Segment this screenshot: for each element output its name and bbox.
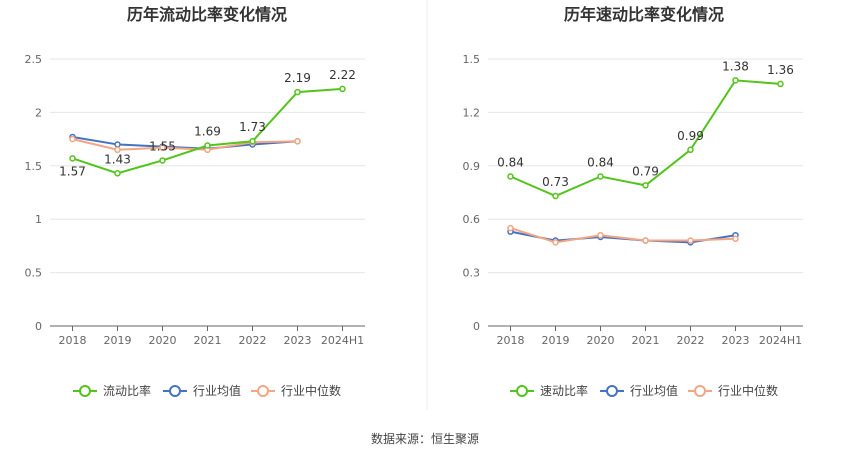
legend-swatch-marker bbox=[606, 385, 618, 397]
data-label: 2.22 bbox=[329, 68, 356, 82]
data-point bbox=[69, 155, 76, 162]
data-point bbox=[507, 173, 514, 180]
x-tick-label: 2018 bbox=[59, 334, 87, 347]
data-label: 1.43 bbox=[104, 152, 131, 166]
legend-swatch-marker bbox=[516, 385, 528, 397]
x-tick-label: 2023 bbox=[722, 334, 750, 347]
data-label: 0.84 bbox=[587, 155, 614, 169]
data-point bbox=[114, 146, 121, 154]
x-tick-label: 2019 bbox=[542, 334, 570, 347]
data-label: 1.55 bbox=[149, 139, 176, 153]
data-point bbox=[642, 182, 649, 189]
series-line bbox=[72, 135, 298, 150]
y-tick-label: 1.2 bbox=[463, 106, 481, 119]
chart-title: 历年速动比率变化情况 bbox=[564, 5, 724, 24]
data-point bbox=[732, 77, 739, 84]
x-tick-label: 2023 bbox=[284, 334, 312, 347]
x-tick-label: 2022 bbox=[239, 334, 267, 347]
y-tick-label: 0 bbox=[35, 320, 42, 333]
x-tick-label: 2021 bbox=[194, 334, 222, 347]
data-source-text: 数据来源：恒生聚源 bbox=[371, 431, 479, 446]
y-tick-label: 1.5 bbox=[463, 53, 481, 66]
x-tick-label: 2019 bbox=[104, 334, 132, 347]
series-line bbox=[72, 138, 298, 151]
y-tick-label: 1.5 bbox=[25, 160, 43, 173]
data-label: 1.69 bbox=[194, 125, 221, 139]
legend-swatch-marker bbox=[79, 385, 91, 397]
legend-swatch-marker bbox=[169, 385, 181, 397]
quick-ratio-chart: 历年速动比率变化情况 0 0.3 0.6 0.9 1.2 1.5 2018 2019 2020 20… bbox=[463, 5, 803, 398]
data-point bbox=[552, 239, 559, 246]
data-point bbox=[114, 170, 121, 177]
y-tick-label: 0.3 bbox=[463, 267, 481, 280]
data-label: 1.57 bbox=[59, 164, 86, 178]
y-tick-label: 2 bbox=[35, 106, 42, 119]
y-tick-label: 0.6 bbox=[463, 213, 481, 226]
data-point bbox=[159, 157, 166, 164]
y-tick-label: 0.9 bbox=[463, 160, 481, 173]
data-label: 0.73 bbox=[542, 175, 569, 189]
data-point bbox=[687, 146, 694, 154]
x-tick-label: 2024H1 bbox=[759, 334, 802, 347]
x-tick-label: 2021 bbox=[632, 334, 660, 347]
data-point bbox=[687, 237, 694, 244]
legend-item[interactable]: 行业均值 bbox=[193, 383, 241, 398]
data-point bbox=[732, 235, 739, 243]
data-label: 2.19 bbox=[284, 71, 311, 85]
legend-item[interactable]: 行业均值 bbox=[630, 383, 678, 398]
legend-swatch-marker bbox=[257, 385, 269, 397]
data-point bbox=[777, 80, 784, 88]
x-tick-label: 2022 bbox=[677, 334, 705, 347]
data-point bbox=[642, 237, 649, 244]
data-point bbox=[339, 85, 346, 93]
data-label: 0.84 bbox=[497, 155, 524, 169]
data-label: 1.36 bbox=[767, 63, 794, 77]
data-point bbox=[507, 224, 514, 232]
current-ratio-chart: 历年流动比率变化情况 0 0.5 1 1.5 2 2.5 2018 2019 2020 2021 20… bbox=[25, 5, 365, 398]
data-point bbox=[597, 231, 604, 239]
data-point bbox=[249, 137, 256, 145]
data-label: 1.73 bbox=[239, 120, 266, 134]
data-label: 1.38 bbox=[722, 59, 749, 73]
y-tick-label: 2.5 bbox=[25, 53, 43, 66]
data-point bbox=[294, 88, 301, 96]
x-tick-label: 2018 bbox=[497, 334, 525, 347]
x-tick-label: 2020 bbox=[149, 334, 177, 347]
data-point bbox=[159, 144, 166, 151]
legend-item[interactable]: 行业中位数 bbox=[281, 383, 341, 398]
data-point bbox=[597, 173, 604, 180]
legend-swatch-marker bbox=[694, 385, 706, 397]
data-label: 0.79 bbox=[632, 164, 659, 178]
data-point bbox=[69, 135, 76, 143]
chart-title: 历年流动比率变化情况 bbox=[127, 5, 287, 24]
series-line bbox=[510, 227, 736, 244]
x-tick-label: 2020 bbox=[587, 334, 615, 347]
data-point bbox=[114, 141, 121, 148]
legend-item[interactable]: 速动比率 bbox=[540, 383, 588, 398]
y-tick-label: 1 bbox=[35, 213, 42, 226]
data-point bbox=[552, 192, 559, 200]
y-tick-label: 0.5 bbox=[25, 267, 43, 280]
y-tick-label: 0 bbox=[473, 320, 480, 333]
data-label: 0.99 bbox=[677, 129, 704, 143]
data-point bbox=[294, 137, 301, 145]
legend-item[interactable]: 流动比率 bbox=[103, 383, 151, 398]
legend-item[interactable]: 行业中位数 bbox=[718, 383, 778, 398]
x-tick-label: 2024H1 bbox=[321, 334, 364, 347]
data-point bbox=[204, 142, 211, 149]
